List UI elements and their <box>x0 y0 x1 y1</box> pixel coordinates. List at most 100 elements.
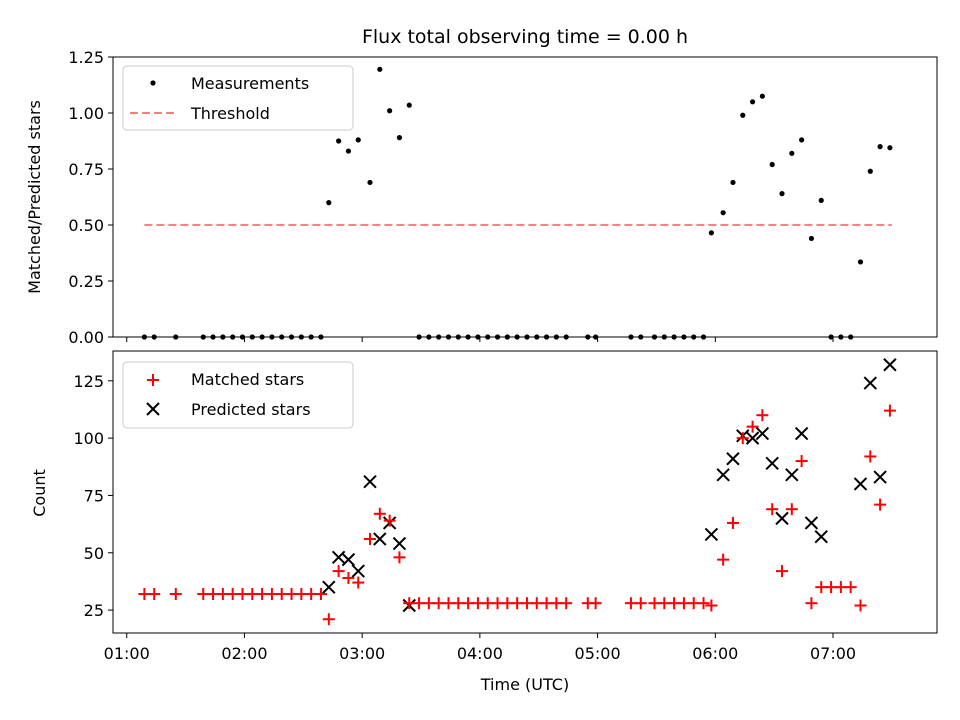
top-axes-frame <box>112 56 938 338</box>
matched-stars-point <box>746 420 759 433</box>
matched-stars-point <box>726 516 739 529</box>
bottom-y-tick-label: 75 <box>84 486 104 505</box>
predicted-stars-point <box>726 452 740 466</box>
measurement-point <box>720 210 726 216</box>
top-y-tick-label: 1.25 <box>68 48 104 67</box>
predicted-stars-point <box>794 426 809 441</box>
bottom-legend: Matched stars Predicted stars <box>122 361 354 429</box>
x-tick-label: 03:00 <box>339 644 385 663</box>
matched-stars-point <box>805 597 818 610</box>
bottom-y-tick-label: 50 <box>84 544 104 563</box>
legend-matched-marker <box>147 374 159 386</box>
matched-stars-point <box>874 498 887 511</box>
matched-stars-point <box>352 576 365 589</box>
measurement-point <box>789 150 795 156</box>
predicted-stars-point <box>755 426 770 441</box>
matched-stars-point <box>766 503 779 516</box>
matched-stars-point <box>373 507 386 520</box>
measurement-point <box>406 102 412 108</box>
predicted-stars-point <box>392 536 407 551</box>
matched-stars-point <box>169 588 182 601</box>
legend-predicted-label: Predicted stars <box>191 400 311 419</box>
measurement-point <box>867 168 873 174</box>
bottom-y-tick-label: 25 <box>84 601 104 620</box>
legend-measurements-label: Measurements <box>191 74 309 93</box>
legend-measurements-marker <box>150 80 156 86</box>
predicted-stars-point <box>322 580 336 594</box>
measurement-point <box>818 197 824 203</box>
legend-threshold-label: Threshold <box>190 104 270 123</box>
predicted-stars-point <box>745 431 760 445</box>
predicted-stars-point <box>765 456 779 471</box>
top-chart-title: Flux total observing time = 0.00 h <box>362 26 688 48</box>
top-y-tick-label: 1.00 <box>68 104 104 123</box>
predicted-stars-point <box>814 530 828 544</box>
bottom-y-tick-label: 100 <box>73 429 104 448</box>
top-plot-area: 0.00 0.25 0.50 0.75 1.00 1.25 <box>68 48 893 347</box>
top-legend-box <box>122 65 354 131</box>
predicted-stars-point <box>775 511 789 526</box>
matched-stars-point <box>854 599 867 612</box>
predicted-stars-point <box>853 477 868 491</box>
matched-stars-point <box>332 565 345 578</box>
measurement-point <box>326 200 332 206</box>
top-legend: Measurements Threshold <box>122 65 354 131</box>
x-tick-label: 04:00 <box>457 644 503 663</box>
top-panel: Flux total observing time = 0.00 h Match… <box>25 26 938 347</box>
measurement-point <box>708 230 714 236</box>
matched-stars-point <box>634 597 647 610</box>
measurement-point <box>779 191 785 197</box>
bottom-panel: Count Time (UTC) 25 50 75 100 125 01:00 02:00 0… <box>30 350 938 694</box>
matched-stars-point <box>883 404 896 417</box>
top-y-tick-label: 0.00 <box>68 328 104 347</box>
bottom-y-tick-label: 125 <box>73 372 104 391</box>
predicted-stars-point <box>873 470 887 484</box>
predicted-stars-point <box>331 550 346 565</box>
measurement-point <box>355 137 361 143</box>
bottom-plot-area: 25 50 75 100 125 01:00 02:00 03:00 04:00 05:00 06:… <box>73 358 897 663</box>
top-y-tick-label: 0.25 <box>68 272 104 291</box>
matched-stars-point <box>717 553 730 566</box>
x-tick-label: 05:00 <box>575 644 621 663</box>
predicted-stars-point <box>785 468 799 482</box>
measurement-point <box>887 145 893 151</box>
x-tick-label: 07:00 <box>810 644 856 663</box>
predicted-stars-point <box>704 527 719 542</box>
measurement-point <box>857 259 864 265</box>
predicted-stars-point <box>863 376 878 390</box>
predicted-stars-point <box>716 468 730 482</box>
predicted-stars-point <box>373 532 387 546</box>
top-y-axis-label: Matched/Predicted stars <box>25 100 44 294</box>
matched-stars-point <box>785 503 798 516</box>
measurement-point <box>749 99 756 105</box>
matched-stars-point <box>342 571 355 584</box>
matched-stars-point <box>776 565 789 578</box>
matched-stars-point <box>148 588 161 601</box>
matched-stars-point <box>393 551 406 564</box>
legend-predicted-marker <box>146 402 160 416</box>
matched-stars-point <box>697 597 710 610</box>
predicted-stars-point <box>363 474 377 489</box>
matched-stars-point <box>383 514 396 527</box>
measurement-point <box>799 137 805 143</box>
measurement-point <box>759 93 765 99</box>
x-tick-label: 06:00 <box>692 644 738 663</box>
measurement-point <box>396 135 403 141</box>
matched-stars-point <box>705 599 718 612</box>
measurement-point <box>336 138 342 144</box>
x-tick-label: 01:00 <box>104 644 150 663</box>
top-y-tick-label: 0.50 <box>68 216 104 235</box>
measurement-point <box>740 112 746 118</box>
top-y-tick-label: 0.75 <box>68 160 104 179</box>
matched-stars-point <box>844 581 857 594</box>
predicted-stars-point <box>804 516 819 530</box>
matched-stars-point <box>756 409 769 422</box>
x-tick-label: 02:00 <box>221 644 267 663</box>
matched-stars-point <box>560 597 573 610</box>
matched-stars-point <box>864 450 877 463</box>
matched-stars-point <box>736 432 749 445</box>
legend-matched-label: Matched stars <box>191 370 304 389</box>
matched-stars-point <box>589 597 602 610</box>
measurement-point <box>377 66 383 72</box>
